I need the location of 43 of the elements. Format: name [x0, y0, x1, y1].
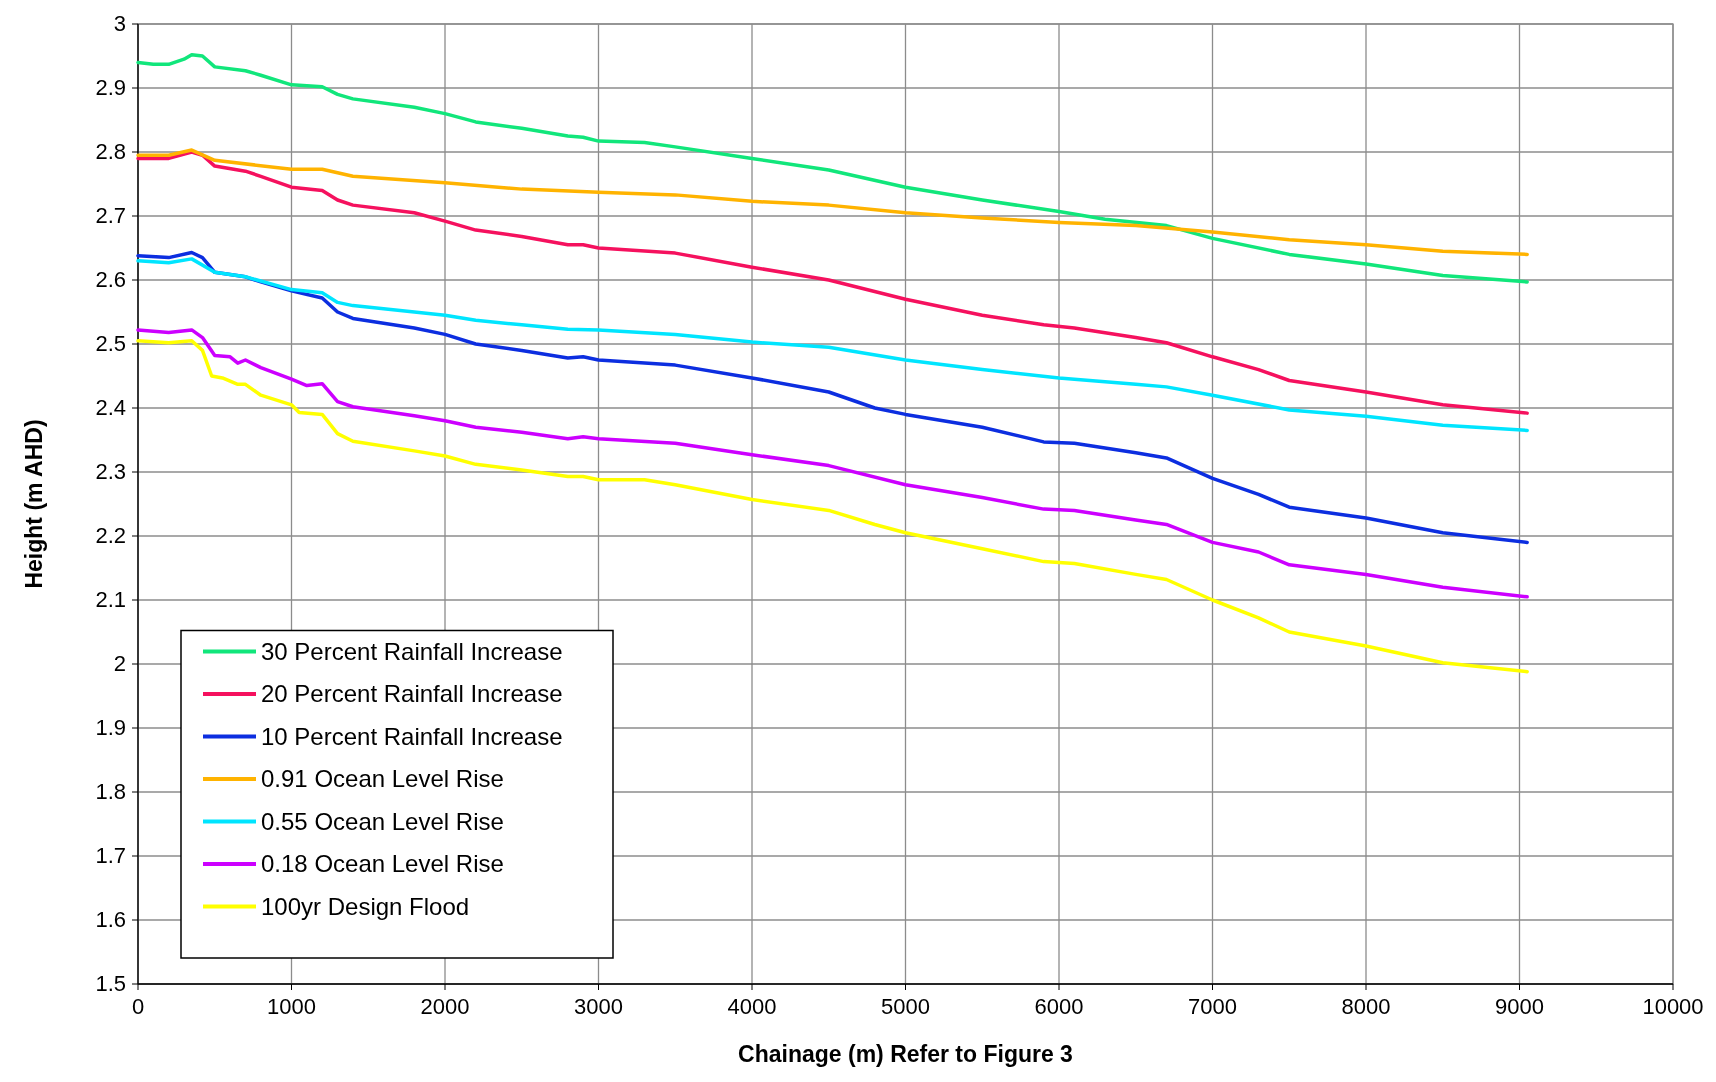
y-axis-title: Height (m AHD) [21, 419, 47, 589]
x-tick-label: 9000 [1495, 994, 1544, 1019]
x-tick-label: 0 [131, 994, 145, 1019]
line-series [136, 250, 1529, 545]
y-tick-label: 2.7 [95, 203, 126, 228]
x-tick-label: 8000 [1341, 994, 1391, 1019]
y-tick-label: 2.5 [95, 331, 126, 356]
y-tick-label: 2 [113, 651, 126, 676]
line-series [136, 257, 1529, 433]
legend-label: 10 Percent Rainfall Increase [261, 722, 563, 750]
legend-label: 20 Percent Rainfall Increase [261, 680, 563, 707]
y-tick-label: 2.4 [95, 395, 126, 420]
x-tick-label: 1000 [267, 994, 316, 1019]
line-series [136, 150, 1529, 415]
line-series [136, 52, 1529, 284]
x-axis-title: Chainage (m) Refer to Figure 3 [738, 1041, 1073, 1067]
y-tick-label: 3 [113, 11, 126, 36]
y-tick-label: 1.5 [95, 971, 126, 996]
x-tick-label: 5000 [881, 994, 930, 1019]
legend-label: 0.91 Ocean Level Rise [261, 765, 504, 792]
legend-label: 100yr Design Flood [261, 892, 470, 920]
line-series [136, 148, 1529, 257]
y-tick-label: 2.9 [95, 75, 126, 100]
x-tick-label: 3000 [574, 994, 623, 1019]
y-tick-label: 2.3 [95, 459, 126, 484]
y-tick-label: 2.2 [95, 523, 126, 548]
x-tick-label: 2000 [420, 994, 470, 1019]
y-tick-label: 2.1 [95, 587, 126, 612]
line-series [136, 328, 1529, 599]
y-tick-label: 1.7 [95, 843, 126, 868]
x-tick-label: 4000 [727, 994, 777, 1019]
x-tick-label: 6000 [1034, 994, 1084, 1019]
legend-label: 30 Percent Rainfall Increase [261, 637, 563, 665]
line-series [136, 339, 1529, 674]
legend-label: 0.18 Ocean Level Rise [261, 850, 504, 877]
y-tick-label: 1.8 [95, 779, 126, 804]
y-tick-label: 1.6 [95, 907, 126, 932]
y-tick-label: 2.6 [95, 267, 126, 292]
y-tick-label: 1.9 [95, 715, 126, 740]
x-tick-label: 7000 [1188, 994, 1237, 1019]
y-tick-label: 2.8 [95, 139, 126, 164]
legend-label: 0.55 Ocean Level Rise [261, 807, 504, 835]
x-tick-label: 10000 [1642, 994, 1704, 1019]
